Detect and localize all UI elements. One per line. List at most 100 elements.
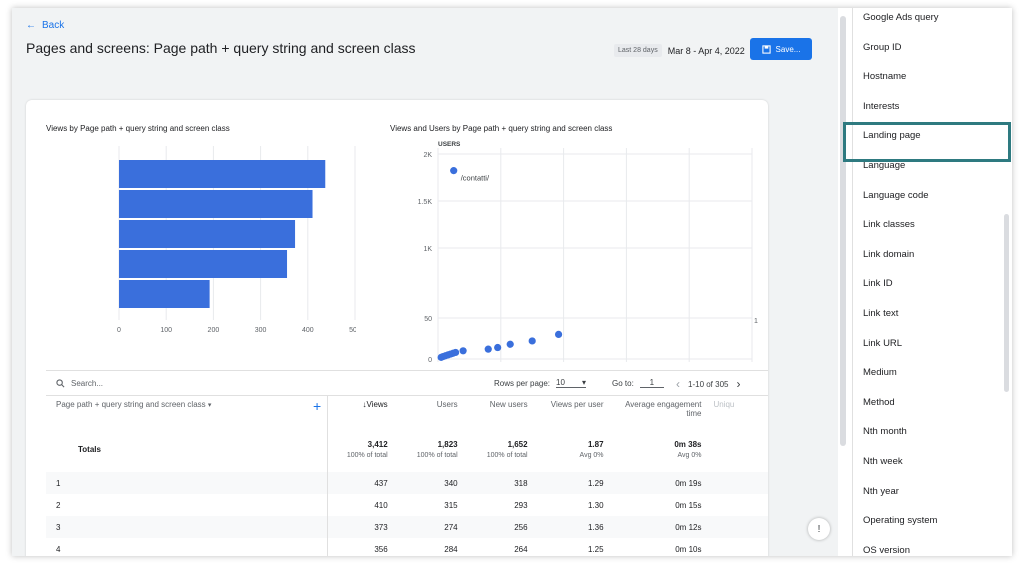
- dimension-option[interactable]: Link classes: [863, 219, 915, 231]
- bar[interactable]: [119, 280, 210, 308]
- table-cell: 0m 12s: [609, 516, 708, 538]
- scatter-point[interactable]: [459, 347, 467, 355]
- scatter-point[interactable]: [554, 330, 563, 338]
- row-number: 3: [46, 516, 329, 538]
- table-cell: 1.36: [533, 516, 610, 538]
- scatter-y-tick: 2K: [423, 152, 432, 159]
- row-number: 4: [46, 538, 329, 556]
- scatter-point[interactable]: [506, 340, 514, 348]
- date-range-label: Last 28 days: [614, 44, 662, 57]
- bar-x-tick: 400: [302, 327, 314, 334]
- table-cell-empty: [707, 516, 768, 538]
- table-cell: 0m 15s: [675, 500, 702, 510]
- data-table: Page path + query string and screen clas…: [46, 396, 768, 556]
- scatter-y-tick: 50: [424, 316, 432, 323]
- scatter-point[interactable]: [484, 345, 492, 353]
- save-button[interactable]: Save...: [750, 38, 812, 60]
- table-cell: 0m 19s: [609, 472, 708, 494]
- page-range: 1-10 of 305: [688, 379, 729, 389]
- bar-chart-title: Views by Page path + query string and sc…: [46, 124, 230, 133]
- dimension-list-scrollbar[interactable]: [1004, 214, 1009, 392]
- totals-row: Totals 3,412 100% of total 1,823 100% of t…: [46, 426, 768, 472]
- total-users: 1,823 100% of total: [416, 439, 458, 459]
- dimension-option[interactable]: Link URL: [863, 337, 903, 349]
- scatter-point[interactable]: [450, 167, 458, 175]
- search-icon: [56, 379, 65, 388]
- date-range-value: Mar 8 - Apr 4, 2022: [667, 45, 745, 56]
- dimension-option[interactable]: Google Ads query: [863, 12, 939, 23]
- dimension-option[interactable]: Interests: [863, 100, 900, 112]
- bar[interactable]: [119, 250, 288, 278]
- go-to-label: Go to:: [612, 378, 634, 388]
- back-link[interactable]: ← Back: [26, 20, 64, 31]
- rows-per-page-select[interactable]: 10 ▾: [556, 378, 587, 388]
- save-icon: [761, 44, 771, 54]
- dimension-option[interactable]: Language code: [863, 189, 929, 201]
- save-label: Save...: [775, 44, 801, 54]
- next-page-icon[interactable]: ›: [736, 377, 741, 391]
- dimension-option[interactable]: Link domain: [863, 248, 915, 260]
- col-header-views-per-user[interactable]: Views per user: [550, 400, 604, 409]
- col-header-new-users[interactable]: New users: [489, 400, 528, 409]
- total-views-per-user: 1.87 Avg 0%: [579, 439, 604, 459]
- dimension-option[interactable]: Operating system: [863, 515, 938, 527]
- scatter-point[interactable]: [528, 337, 536, 345]
- rows-per-page-label: Rows per page:: [494, 378, 551, 388]
- table-row[interactable]: 2 410 315 293 1.30 0m 15s: [46, 494, 768, 516]
- dimension-option[interactable]: Method: [863, 396, 895, 408]
- table-cell-empty: [707, 494, 767, 516]
- main-scrollbar-thumb[interactable]: [840, 16, 846, 446]
- col-header-avg-engagement[interactable]: Average engagement time: [625, 400, 702, 418]
- app-window: ← Back Pages and screens: Page path + qu…: [12, 8, 1012, 556]
- table-row[interactable]: 1 437 340 318 1.29 0m 19s: [46, 472, 768, 494]
- feedback-icon[interactable]: !: [808, 518, 830, 540]
- rows-per-page-value: 10: [556, 378, 565, 387]
- scatter-y-tick: 0: [428, 357, 432, 364]
- scatter-y-tick: 1.5K: [418, 199, 433, 206]
- dimension-option[interactable]: Medium: [863, 367, 897, 379]
- go-to-input[interactable]: 1: [639, 378, 664, 388]
- bar-chart: 0 100 200 300 400 500: [117, 146, 356, 334]
- dimension-option[interactable]: Link text: [863, 308, 899, 319]
- table-row[interactable]: 4 356 284 264 1.25 0m 10s: [46, 538, 768, 556]
- bar[interactable]: [119, 220, 296, 248]
- scatter-y-label: USERS: [438, 141, 461, 148]
- scatter-point[interactable]: [451, 348, 460, 357]
- dimension-option[interactable]: Nth month: [863, 426, 907, 438]
- bar-x-tick: 0: [117, 327, 121, 334]
- prev-page-icon[interactable]: ‹: [676, 377, 680, 391]
- search-input[interactable]: Search...: [71, 379, 104, 388]
- table-cell: 0m 10s: [675, 544, 702, 554]
- dimension-option[interactable]: Hostname: [863, 71, 907, 83]
- table-row[interactable]: 3 373 274 256 1.36 0m 12s: [46, 516, 768, 538]
- bar[interactable]: [119, 160, 326, 188]
- total-views: 3,412 100% of total: [346, 439, 388, 459]
- dimension-option[interactable]: Group ID: [863, 41, 902, 53]
- dimension-option[interactable]: Nth year: [863, 485, 899, 497]
- scatter-point[interactable]: [494, 343, 502, 352]
- col-header-unique[interactable]: Uniqu: [713, 400, 735, 409]
- col-header-users[interactable]: Users: [436, 400, 458, 409]
- table-cell: 340: [393, 472, 464, 494]
- totals-label: Totals: [46, 426, 329, 472]
- dimension-option[interactable]: Landing page: [863, 130, 921, 142]
- dimension-option[interactable]: Nth week: [863, 456, 903, 467]
- dimension-header[interactable]: Page path + query string and screen clas…: [46, 396, 329, 426]
- dimension-option[interactable]: OS version: [863, 544, 910, 556]
- bar[interactable]: [119, 190, 313, 218]
- date-range-picker[interactable]: Last 28 days Mar 8 - Apr 4, 2022: [614, 44, 745, 57]
- main-scrollbar[interactable]: [838, 8, 850, 556]
- search-box[interactable]: Search...: [56, 379, 103, 388]
- back-label: Back: [42, 20, 65, 31]
- pagination: ‹ 1-10 of 305 ›: [676, 377, 740, 391]
- col-header-views[interactable]: ↓Views: [362, 400, 388, 409]
- table-cell: 1.25: [587, 544, 604, 554]
- dimension-option[interactable]: Language: [863, 160, 906, 171]
- dimension-header-label: Page path + query string and screen clas…: [56, 400, 206, 409]
- plus-icon[interactable]: +: [313, 398, 322, 414]
- bar-x-tick: 100: [160, 327, 172, 334]
- table-cell: 373: [327, 516, 394, 538]
- table-cell: 356: [374, 544, 388, 554]
- scatter-y-tick: 1K: [423, 246, 432, 253]
- dimension-option[interactable]: Link ID: [863, 278, 893, 290]
